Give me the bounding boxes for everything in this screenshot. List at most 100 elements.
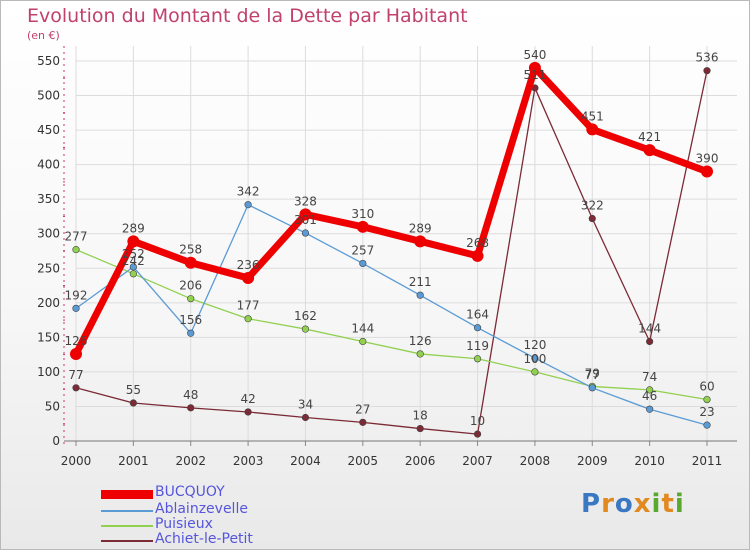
data-label: 23 (699, 405, 714, 419)
data-point (701, 165, 713, 178)
logo-letter: t (661, 489, 675, 519)
data-point (356, 220, 369, 233)
data-label: 236 (237, 258, 260, 272)
x-tick-label: 2002 (175, 454, 206, 468)
x-tick-labels: 2000 2001 2002 2003 2004 2005 2006 2007 2008 2009… (61, 454, 723, 468)
data-point (301, 413, 310, 422)
x-tick-label: 2006 (405, 454, 436, 468)
data-point (703, 395, 711, 404)
data-label: 77 (585, 368, 600, 382)
legend-label: Ablainzevelle (155, 501, 248, 517)
data-point (72, 246, 80, 254)
y-tick-label: 250 (37, 261, 60, 275)
data-label: 177 (237, 299, 260, 313)
data-label: 211 (409, 275, 432, 289)
y-tick-label: 400 (37, 158, 60, 172)
data-point (301, 325, 310, 333)
data-label: 268 (466, 236, 489, 250)
series-bucquoy (70, 61, 713, 360)
data-point (244, 408, 252, 416)
grid-lines (75, 46, 737, 442)
data-point (588, 384, 596, 392)
data-point (184, 256, 197, 269)
x-tick-label: 2003 (233, 454, 264, 468)
legend-swatch (101, 525, 153, 527)
data-labels: 277 242 206 177 162 144 126 119 100 79 74 60 (65, 230, 715, 394)
data-label: 242 (122, 254, 145, 268)
proxiti-logo: Proxiti (581, 489, 685, 519)
data-point (129, 399, 137, 407)
x-tick-label: 2007 (462, 454, 493, 468)
x-tick-label: 2010 (634, 454, 665, 468)
data-point (187, 329, 195, 337)
data-point (127, 235, 140, 248)
data-point (359, 418, 367, 426)
data-label: 289 (122, 221, 145, 235)
logo-letter: P (581, 489, 602, 519)
legend-swatch (101, 540, 153, 542)
data-point (299, 208, 312, 221)
axes (63, 46, 737, 446)
legend-swatch (101, 510, 153, 512)
data-label: 322 (581, 199, 604, 213)
series-puisieux (72, 246, 711, 404)
data-label: 206 (179, 279, 202, 293)
data-point (416, 291, 424, 299)
x-tick-label: 2000 (61, 454, 92, 468)
data-point (129, 263, 137, 271)
x-tick-label: 2009 (577, 454, 608, 468)
data-label: 120 (523, 338, 546, 352)
data-point (72, 384, 80, 392)
legend-swatch (101, 489, 153, 499)
data-label: 277 (65, 230, 88, 244)
data-label: 119 (466, 339, 489, 353)
data-point (703, 67, 711, 75)
data-point (473, 324, 482, 332)
series-line (75, 204, 708, 426)
logo-letter: r (601, 489, 615, 519)
y-tick-label: 100 (37, 365, 60, 379)
data-point (528, 61, 541, 74)
chart-title: Evolution du Montant de la Dette par Hab… (27, 5, 468, 27)
data-point (129, 270, 137, 278)
data-label: 310 (351, 207, 374, 221)
data-point (643, 144, 656, 157)
data-point (473, 355, 482, 363)
y-tick-label: 350 (37, 192, 60, 206)
data-label: 342 (237, 185, 260, 199)
data-label: 252 (122, 247, 145, 261)
logo-letter: i (651, 489, 662, 519)
data-point (646, 405, 654, 413)
legend-label: Puisieux (155, 516, 213, 532)
data-label: 257 (351, 243, 374, 257)
y-tick-label: 450 (37, 123, 60, 137)
data-label: 511 (523, 68, 546, 82)
data-point (416, 350, 424, 358)
data-label: 48 (183, 388, 198, 402)
data-label: 79 (585, 366, 600, 380)
data-label: 74 (642, 370, 657, 384)
data-point (301, 229, 310, 237)
y-tick-label: 0 (52, 434, 60, 448)
data-label: 126 (409, 334, 432, 348)
data-point (359, 259, 367, 268)
data-label: 100 (523, 352, 546, 366)
data-label: 164 (466, 308, 489, 322)
data-point (244, 315, 252, 323)
series-line (72, 64, 711, 358)
y-tick-label: 500 (37, 89, 60, 103)
data-point (242, 271, 255, 284)
data-point (359, 337, 367, 346)
data-point (187, 404, 195, 412)
data-point (531, 354, 539, 362)
data-label: 144 (351, 322, 374, 336)
data-label: 10 (470, 414, 485, 428)
legend-label: BUCQUOY (155, 484, 225, 500)
data-point (703, 421, 711, 429)
data-point (646, 386, 654, 394)
data-point (646, 337, 654, 346)
data-label: 34 (298, 398, 313, 412)
data-label: 42 (240, 392, 255, 406)
data-label: 328 (294, 194, 317, 208)
